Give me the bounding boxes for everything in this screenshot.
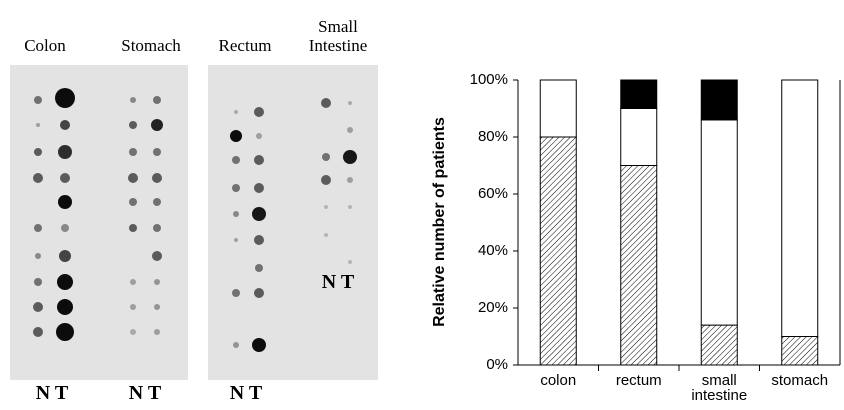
blot-dot xyxy=(233,342,239,348)
blot-dot xyxy=(343,150,357,164)
blot-dot xyxy=(151,119,163,131)
blot-dot xyxy=(129,121,137,129)
x-tick-label: colon xyxy=(520,373,596,388)
lane-label: Small Intestine xyxy=(298,17,378,55)
bar-segment xyxy=(540,137,576,365)
x-tick-label: stomach xyxy=(762,373,838,388)
y-tick-label: 20% xyxy=(478,299,508,316)
blot-dot xyxy=(130,304,136,310)
blot-panel xyxy=(208,65,378,380)
blot-dot xyxy=(252,207,266,221)
blot-dot xyxy=(57,274,73,290)
lane-label: Rectum xyxy=(208,36,282,55)
blot-dot xyxy=(321,175,331,185)
blot-dot xyxy=(33,327,43,337)
bar-segment xyxy=(701,120,737,325)
blot-dot xyxy=(254,155,264,165)
blot-dot xyxy=(256,133,262,139)
bar-segment xyxy=(701,80,737,120)
blot-dot xyxy=(254,288,264,298)
blot-dot xyxy=(348,205,352,209)
blot-dot xyxy=(234,110,238,114)
bar-segment xyxy=(621,80,657,109)
blot-dot xyxy=(129,224,137,232)
blot-dot xyxy=(58,195,72,209)
blot-dot xyxy=(55,88,75,108)
blot-dot xyxy=(60,120,70,130)
blot-dot xyxy=(232,184,240,192)
bar-segment xyxy=(621,109,657,166)
blot-dot xyxy=(348,101,352,105)
blot-dot xyxy=(61,224,69,232)
blot-dot xyxy=(321,98,331,108)
blot-dot xyxy=(254,235,264,245)
blot-dot xyxy=(153,198,161,206)
nt-label: N T xyxy=(308,271,368,294)
bar-segment xyxy=(540,80,576,137)
blot-dot xyxy=(60,173,70,183)
blot-dot xyxy=(154,279,160,285)
y-tick-label: 0% xyxy=(486,356,508,373)
y-tick-label: 60% xyxy=(478,185,508,202)
blot-dot xyxy=(130,329,136,335)
y-tick-label: 40% xyxy=(478,242,508,259)
bar-segment xyxy=(782,80,818,337)
blot-dot xyxy=(129,148,137,156)
blot-dot xyxy=(347,127,353,133)
blot-dot xyxy=(234,238,238,242)
blot-dot xyxy=(36,123,40,127)
blot-dot xyxy=(35,253,41,259)
lane-label: Stomach xyxy=(106,36,196,55)
blot-dot xyxy=(129,198,137,206)
blot-dot xyxy=(232,156,240,164)
x-tick-label: rectum xyxy=(601,373,677,388)
nt-label: N T xyxy=(115,382,175,405)
blot-dot xyxy=(34,278,42,286)
blot-dot xyxy=(324,233,328,237)
blot-dot xyxy=(34,224,42,232)
nt-label: N T xyxy=(22,382,82,405)
blot-dot xyxy=(34,148,42,156)
blot-dot xyxy=(254,183,264,193)
blot-dot xyxy=(57,299,73,315)
x-tick-label: small intestine xyxy=(681,373,757,403)
nt-label: N T xyxy=(216,382,276,405)
lane-label: Colon xyxy=(10,36,80,55)
blot-dot xyxy=(33,173,43,183)
blot-dot xyxy=(130,279,136,285)
blot-dot xyxy=(128,173,138,183)
blot-dot xyxy=(322,153,330,161)
blot-dot xyxy=(233,211,239,217)
figure: Relative number of patients 0% 20% 40% 60% 8… xyxy=(0,0,844,410)
blot-dot xyxy=(154,329,160,335)
blot-dot xyxy=(153,96,161,104)
blot-dot xyxy=(153,224,161,232)
blot-dot xyxy=(56,323,74,341)
blot-dot xyxy=(348,260,352,264)
blot-dot xyxy=(154,304,160,310)
blot-dot xyxy=(153,148,161,156)
chart: Relative number of patients 0% 20% 40% 60% 8… xyxy=(0,0,844,410)
blot-dot xyxy=(347,177,353,183)
y-tick-label: 80% xyxy=(478,128,508,145)
bar-segment xyxy=(701,325,737,365)
bar-segment xyxy=(621,166,657,366)
blot-dot xyxy=(130,97,136,103)
blot-dot xyxy=(58,145,72,159)
blot-dot xyxy=(33,302,43,312)
blot-dot xyxy=(252,338,266,352)
blot-dot xyxy=(34,96,42,104)
blot-dot xyxy=(255,264,263,272)
blot-dot xyxy=(230,130,242,142)
y-tick-label: 100% xyxy=(470,71,508,88)
blot-dot xyxy=(152,251,162,261)
y-axis-title: Relative number of patients xyxy=(431,117,448,327)
bar-segment xyxy=(782,337,818,366)
blot-dot xyxy=(232,289,240,297)
blot-dot xyxy=(152,173,162,183)
blot-dot xyxy=(324,205,328,209)
blot-dot xyxy=(254,107,264,117)
blot-dot xyxy=(59,250,71,262)
